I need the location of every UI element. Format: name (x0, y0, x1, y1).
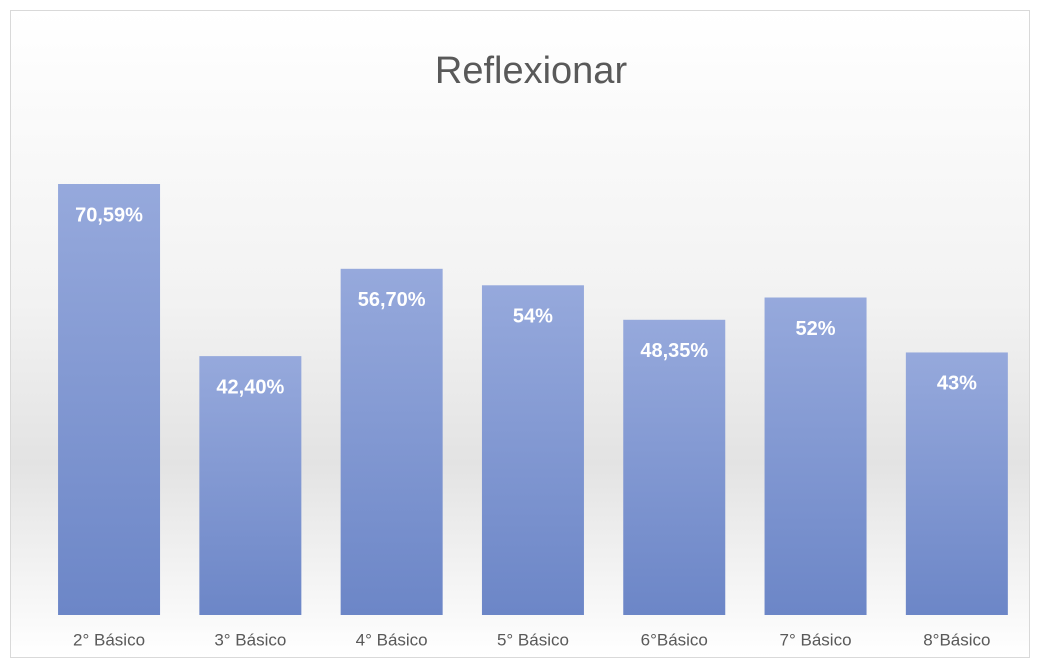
data-label: 52% (796, 318, 836, 340)
x-tick-label: 2° Básico (73, 630, 145, 649)
bar (340, 268, 443, 615)
data-label: 43% (937, 373, 977, 395)
data-label: 48,35% (640, 340, 708, 362)
x-tick-label: 7° Básico (780, 630, 852, 649)
bar (905, 352, 1008, 615)
x-tick-label: 8°Básico (923, 630, 990, 649)
bar (623, 319, 726, 615)
x-tick-label: 5° Básico (497, 630, 569, 649)
x-tick-label: 6°Básico (641, 630, 708, 649)
x-tick-label: 3° Básico (214, 630, 286, 649)
data-label: 42,40% (216, 376, 284, 398)
data-label: 70,59% (75, 204, 143, 226)
data-label: 54% (513, 306, 553, 328)
bar (58, 184, 161, 615)
chart-title: Reflexionar (435, 50, 628, 92)
bar (199, 356, 302, 615)
data-label: 56,70% (358, 289, 426, 311)
x-tick-label: 4° Básico (356, 630, 428, 649)
bar (481, 285, 584, 615)
bar (764, 297, 867, 615)
